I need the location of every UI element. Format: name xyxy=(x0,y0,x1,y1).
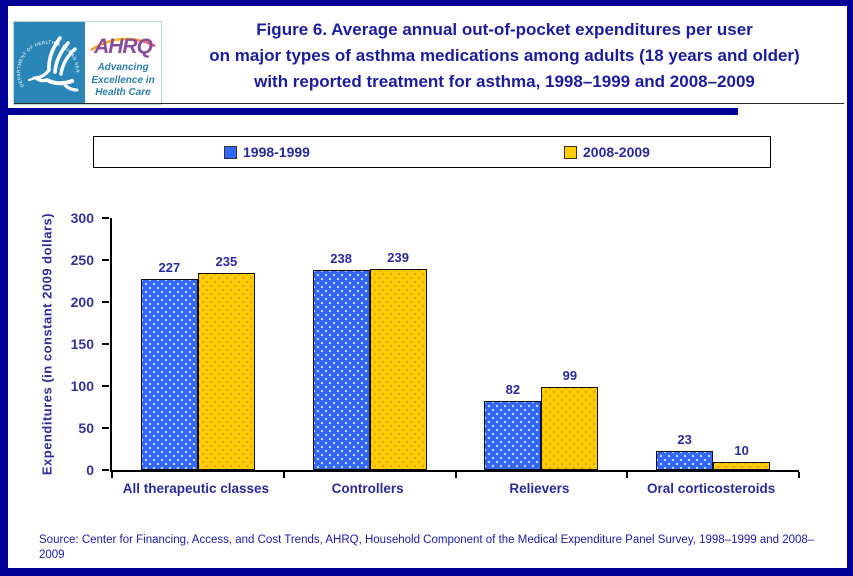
ahrq-logo: DEPARTMENT OF HEALTH & HUMAN SERVICES · … xyxy=(12,18,162,105)
bar-1998-1999-all-therapeutic-classes xyxy=(140,279,198,470)
bar-value-label: 23 xyxy=(677,432,692,447)
bar-2008-2009-oral-corticosteroids xyxy=(713,462,771,470)
bar-1998-1999-oral-corticosteroids xyxy=(656,451,714,470)
y-tick-label: 300 xyxy=(70,210,94,226)
figure-title-line: with reported treatment for asthma, 1998… xyxy=(254,72,755,91)
legend-swatch-blue xyxy=(224,145,237,159)
bar-value-label: 227 xyxy=(158,260,181,275)
x-tick xyxy=(798,472,800,478)
rainbow-arc-icon xyxy=(90,37,156,52)
legend-swatch-yellow xyxy=(564,145,577,159)
x-tick xyxy=(282,472,285,478)
y-tick xyxy=(102,301,109,303)
hhs-eagle-icon: DEPARTMENT OF HEALTH & HUMAN SERVICES · … xyxy=(12,18,80,92)
bar-2008-2009-controllers xyxy=(369,269,427,470)
y-tick xyxy=(102,385,109,387)
ahrq-tagline: Advancing Excellence in Health Care xyxy=(85,62,161,100)
x-category-label: Relievers xyxy=(509,481,570,496)
y-tick xyxy=(102,469,109,471)
plot-area: 227 235 238 239 82 99 23 10 xyxy=(110,218,800,478)
ahrq-wordmark-panel: AHRQ Advancing Excellence in Health Care xyxy=(85,22,161,104)
ahrq-wordmark: AHRQ xyxy=(94,35,153,58)
x-category-label: Oral corticosteroids xyxy=(646,481,776,496)
bar-2008-2009-relievers xyxy=(541,387,599,470)
bar-value-label: 82 xyxy=(505,382,521,397)
y-tick-label: 0 xyxy=(86,462,94,478)
bar-value-label: 235 xyxy=(215,254,238,269)
bar-1998-1999-controllers xyxy=(312,270,370,470)
y-tick xyxy=(102,259,109,261)
bar-1998-1999-relievers xyxy=(484,401,542,470)
divider-bar xyxy=(0,108,738,115)
y-tick-label: 150 xyxy=(70,336,94,352)
x-axis-category-labels: All therapeutic classes Controllers Reliev… xyxy=(110,481,797,496)
tagline-line: Advancing xyxy=(97,62,149,73)
tagline-line: Health Care xyxy=(95,87,151,98)
legend-label: 2008-2009 xyxy=(583,144,650,160)
legend-item-1998-1999: 1998-1999 xyxy=(224,137,310,167)
bar-value-label: 10 xyxy=(734,443,749,458)
y-tick-label: 50 xyxy=(78,420,94,436)
figure-title-line: on major types of asthma medications amo… xyxy=(209,46,800,65)
bar-value-label: 238 xyxy=(330,251,352,266)
y-tick-label: 200 xyxy=(70,294,94,310)
x-tick xyxy=(111,472,113,478)
x-category-label: All therapeutic classes xyxy=(122,481,270,496)
y-tick xyxy=(102,343,109,345)
bar-value-label: 239 xyxy=(387,250,409,265)
y-tick-label: 250 xyxy=(70,252,94,268)
legend-label: 1998-1999 xyxy=(243,144,310,160)
y-tick xyxy=(102,427,109,429)
legend-item-2008-2009: 2008-2009 xyxy=(564,137,650,167)
chart-legend: 1998-1999 2008-2009 xyxy=(93,136,771,168)
x-category-label: Controllers xyxy=(331,481,404,496)
x-tick xyxy=(454,472,457,478)
bar-2008-2009-all-therapeutic-classes xyxy=(197,273,255,470)
source-note: Source: Center for Financing, Access, an… xyxy=(39,534,815,561)
bar-value-label: 99 xyxy=(562,368,578,383)
y-tick-label: 100 xyxy=(70,378,94,394)
figure-title-line: Figure 6. Average annual out-of-pocket e… xyxy=(256,20,753,39)
y-tick xyxy=(102,217,109,219)
tagline-line: Excellence in xyxy=(91,74,155,86)
figure-title: Figure 6. Average annual out-of-pocket e… xyxy=(170,17,839,95)
header-rule xyxy=(14,103,844,104)
x-tick xyxy=(626,472,629,478)
hhs-seal: DEPARTMENT OF HEALTH & HUMAN SERVICES · … xyxy=(12,18,85,104)
